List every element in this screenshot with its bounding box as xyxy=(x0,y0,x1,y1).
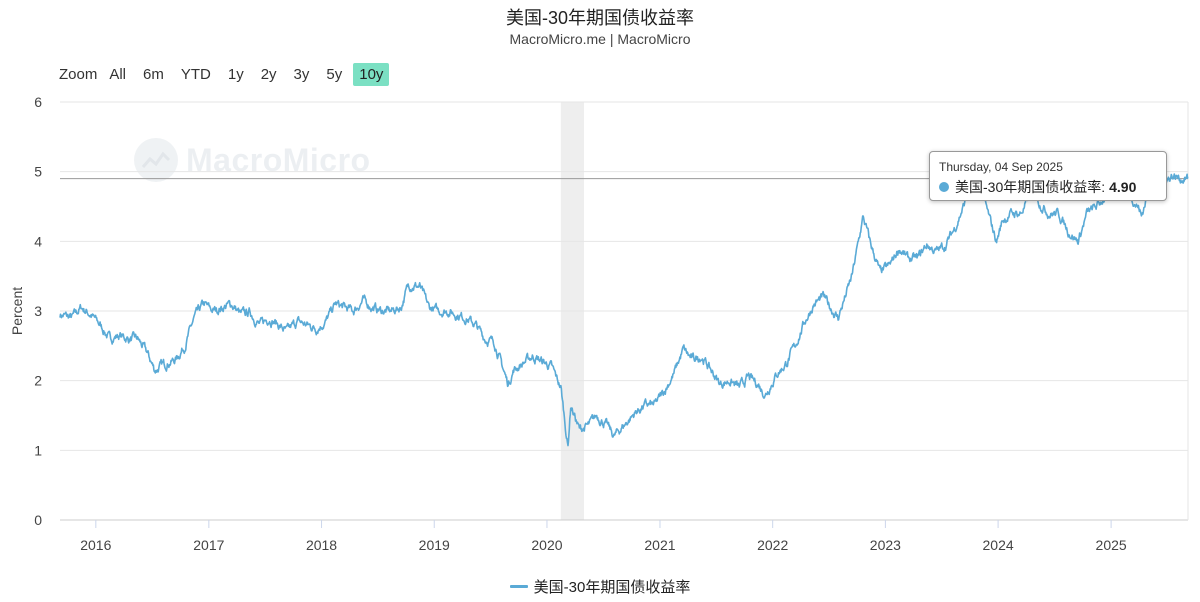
chart-title: 美国-30年期国债收益率 xyxy=(505,8,694,28)
x-tick-label: 2018 xyxy=(306,537,337,553)
y-tick-label: 0 xyxy=(34,512,42,528)
x-tick-label: 2025 xyxy=(1096,537,1127,553)
y-tick-label: 3 xyxy=(34,303,42,319)
x-tick-label: 2021 xyxy=(644,537,675,553)
y-tick-label: 6 xyxy=(34,94,42,110)
zoom-5y-button[interactable]: 5y xyxy=(326,65,343,83)
tooltip-value: 4.90 xyxy=(1109,179,1137,195)
y-tick-label: 4 xyxy=(34,233,42,249)
tooltip-series: 美国-30年期国债收益率: xyxy=(955,179,1106,195)
x-tick-label: 2023 xyxy=(870,537,901,553)
x-tick-label: 2019 xyxy=(419,537,450,553)
chart-subtitle: MacroMicro.me | MacroMicro xyxy=(509,31,691,47)
zoom-10y-button[interactable]: 10y xyxy=(353,62,390,86)
x-tick-label: 2024 xyxy=(983,537,1014,553)
legend[interactable]: 美国-30年期国债收益率 xyxy=(0,576,1200,597)
x-tick-label: 2022 xyxy=(757,537,788,553)
y-axis-label: Percent xyxy=(9,287,25,335)
y-tick-label: 2 xyxy=(34,373,42,389)
zoom-3y-button[interactable]: 3y xyxy=(293,65,310,83)
tooltip-row: 美国-30年期国债收益率: 4.90 xyxy=(939,177,1136,197)
legend-label: 美国-30年期国债收益率 xyxy=(533,579,691,596)
zoom-label: Zoom xyxy=(59,65,98,83)
tooltip: Thursday, 04 Sep 2025 美国-30年期国债收益率: 4.90 xyxy=(929,151,1167,201)
x-tick-label: 2016 xyxy=(80,537,111,553)
series-line[interactable] xyxy=(59,163,1189,447)
zoom-2y-button[interactable]: 2y xyxy=(260,65,277,83)
series-dot-icon xyxy=(939,182,949,192)
x-tick-label: 2020 xyxy=(531,537,562,553)
x-tick-label: 2017 xyxy=(193,537,224,553)
tooltip-date: Thursday, 04 Sep 2025 xyxy=(939,160,1063,174)
macromicro-logo-icon xyxy=(134,138,178,182)
y-tick-label: 1 xyxy=(34,442,42,458)
zoom-6m-button[interactable]: 6m xyxy=(143,65,164,83)
zoom-all-button[interactable]: All xyxy=(109,65,127,83)
legend-swatch xyxy=(509,585,528,588)
zoom-ytd-button[interactable]: YTD xyxy=(180,65,211,83)
zoom-1y-button[interactable]: 1y xyxy=(227,65,244,83)
zoom-bar: Zoom All 6m YTD 1y 2y 3y 5y 10y xyxy=(59,62,394,86)
y-tick-label: 5 xyxy=(34,164,42,180)
